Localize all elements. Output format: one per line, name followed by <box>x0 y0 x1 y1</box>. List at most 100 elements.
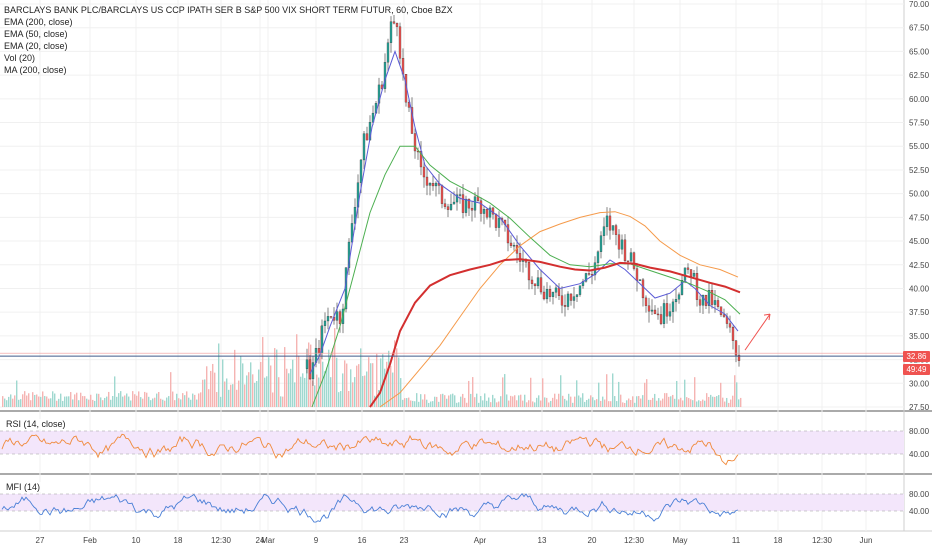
volume-bar <box>736 382 738 407</box>
volume-bar <box>164 400 166 407</box>
legend-volume[interactable]: Vol (20) <box>4 53 36 63</box>
candle-body <box>584 273 588 282</box>
volume-bar <box>724 401 726 407</box>
candle-body <box>629 252 633 262</box>
volume-bar <box>184 395 186 407</box>
candle-body <box>560 295 564 306</box>
volume-bar <box>140 397 142 407</box>
rsi-tick-high: 80.00 <box>909 427 930 436</box>
candle-body <box>536 277 540 287</box>
volume-bar <box>722 397 724 407</box>
volume-bar <box>710 394 712 407</box>
volume-bar <box>394 340 396 407</box>
ema20-line <box>309 49 739 375</box>
volume-bar <box>402 399 404 407</box>
volume-bar <box>650 399 652 407</box>
volume-bar <box>728 402 730 407</box>
volume-bar <box>690 399 692 407</box>
volume-bar <box>142 398 144 407</box>
volume-bar <box>508 400 510 407</box>
volume-bar <box>162 399 164 407</box>
volume-bar <box>42 391 44 407</box>
candle-body <box>566 293 570 307</box>
volume-bar <box>468 380 470 407</box>
volume-bar <box>226 378 228 407</box>
volume-bar <box>636 396 638 407</box>
volume-bar <box>684 379 686 407</box>
volume-bar <box>740 397 742 407</box>
volume-bar <box>92 399 94 407</box>
candle-body <box>737 354 741 361</box>
volume-bar <box>678 399 680 407</box>
volume-bar <box>544 397 546 407</box>
rsi-label[interactable]: RSI (14, close) <box>4 419 68 429</box>
volume-bar <box>326 367 328 407</box>
volume-bar <box>582 393 584 407</box>
volume-bar <box>428 402 430 407</box>
candle-body <box>329 316 333 318</box>
candle-body <box>680 280 684 295</box>
volume-bar <box>662 398 664 407</box>
mfi-tick-low: 40.00 <box>909 507 930 516</box>
volume-bar <box>464 397 466 407</box>
volume-bar <box>16 380 18 407</box>
candle-body <box>683 267 687 281</box>
volume-bar <box>274 348 276 407</box>
volume-bar <box>696 401 698 407</box>
candle-body <box>731 327 735 341</box>
candle-body <box>677 294 681 300</box>
candle-body <box>446 206 450 210</box>
y-tick-label: 70.00 <box>909 0 930 9</box>
volume-bar <box>286 368 288 407</box>
volume-bar <box>292 359 294 407</box>
candle-body <box>623 239 627 262</box>
volume-bar <box>460 396 462 407</box>
volume-bar <box>580 397 582 407</box>
candle-body <box>383 62 387 89</box>
volume-bar <box>604 399 606 407</box>
candle-body <box>527 262 531 281</box>
volume-bar <box>572 402 574 407</box>
candle-body <box>431 183 435 187</box>
volume-bar <box>448 395 450 407</box>
volume-bar <box>58 398 60 407</box>
candle-body <box>317 348 321 354</box>
candle-body <box>611 225 615 231</box>
candle-body <box>512 245 516 247</box>
volume-bar <box>534 402 536 407</box>
x-tick-label: Jun <box>860 536 873 545</box>
x-tick-label: 24 <box>256 536 265 545</box>
volume-bar <box>240 356 242 407</box>
volume-bar <box>518 395 520 407</box>
volume-bar <box>64 396 66 407</box>
volume-bar <box>422 399 424 407</box>
volume-bar <box>688 398 690 407</box>
volume-bar <box>76 392 78 407</box>
candle-body <box>362 133 366 161</box>
legend-ema50[interactable]: EMA (50, close) <box>4 29 68 39</box>
volume-bar <box>302 373 304 407</box>
volume-bar <box>414 401 416 407</box>
mfi-label[interactable]: MFI (14) <box>4 482 43 492</box>
candle-body <box>482 209 486 214</box>
volume-bar <box>596 399 598 407</box>
candle-body <box>701 294 705 306</box>
volume-bar <box>306 361 308 407</box>
chart-legend: BARCLAYS BANK PLC/BARCLAYS US CCP IPATH … <box>4 4 453 76</box>
volume-bar <box>186 391 188 407</box>
legend-ema200[interactable]: EMA (200, close) <box>4 17 73 27</box>
volume-bar <box>104 397 106 407</box>
volume-bar <box>316 374 318 407</box>
volume-bar <box>108 391 110 407</box>
candle-body <box>461 194 465 213</box>
legend-ema20[interactable]: EMA (20, close) <box>4 41 68 51</box>
legend-ma200[interactable]: MA (200, close) <box>4 65 67 75</box>
candle-body <box>668 311 672 317</box>
volume-bar <box>576 380 578 407</box>
volume-bar <box>146 392 148 407</box>
volume-bar <box>426 399 428 407</box>
volume-bar <box>558 393 560 407</box>
volume-bar <box>362 376 364 407</box>
candle-body <box>596 251 600 263</box>
